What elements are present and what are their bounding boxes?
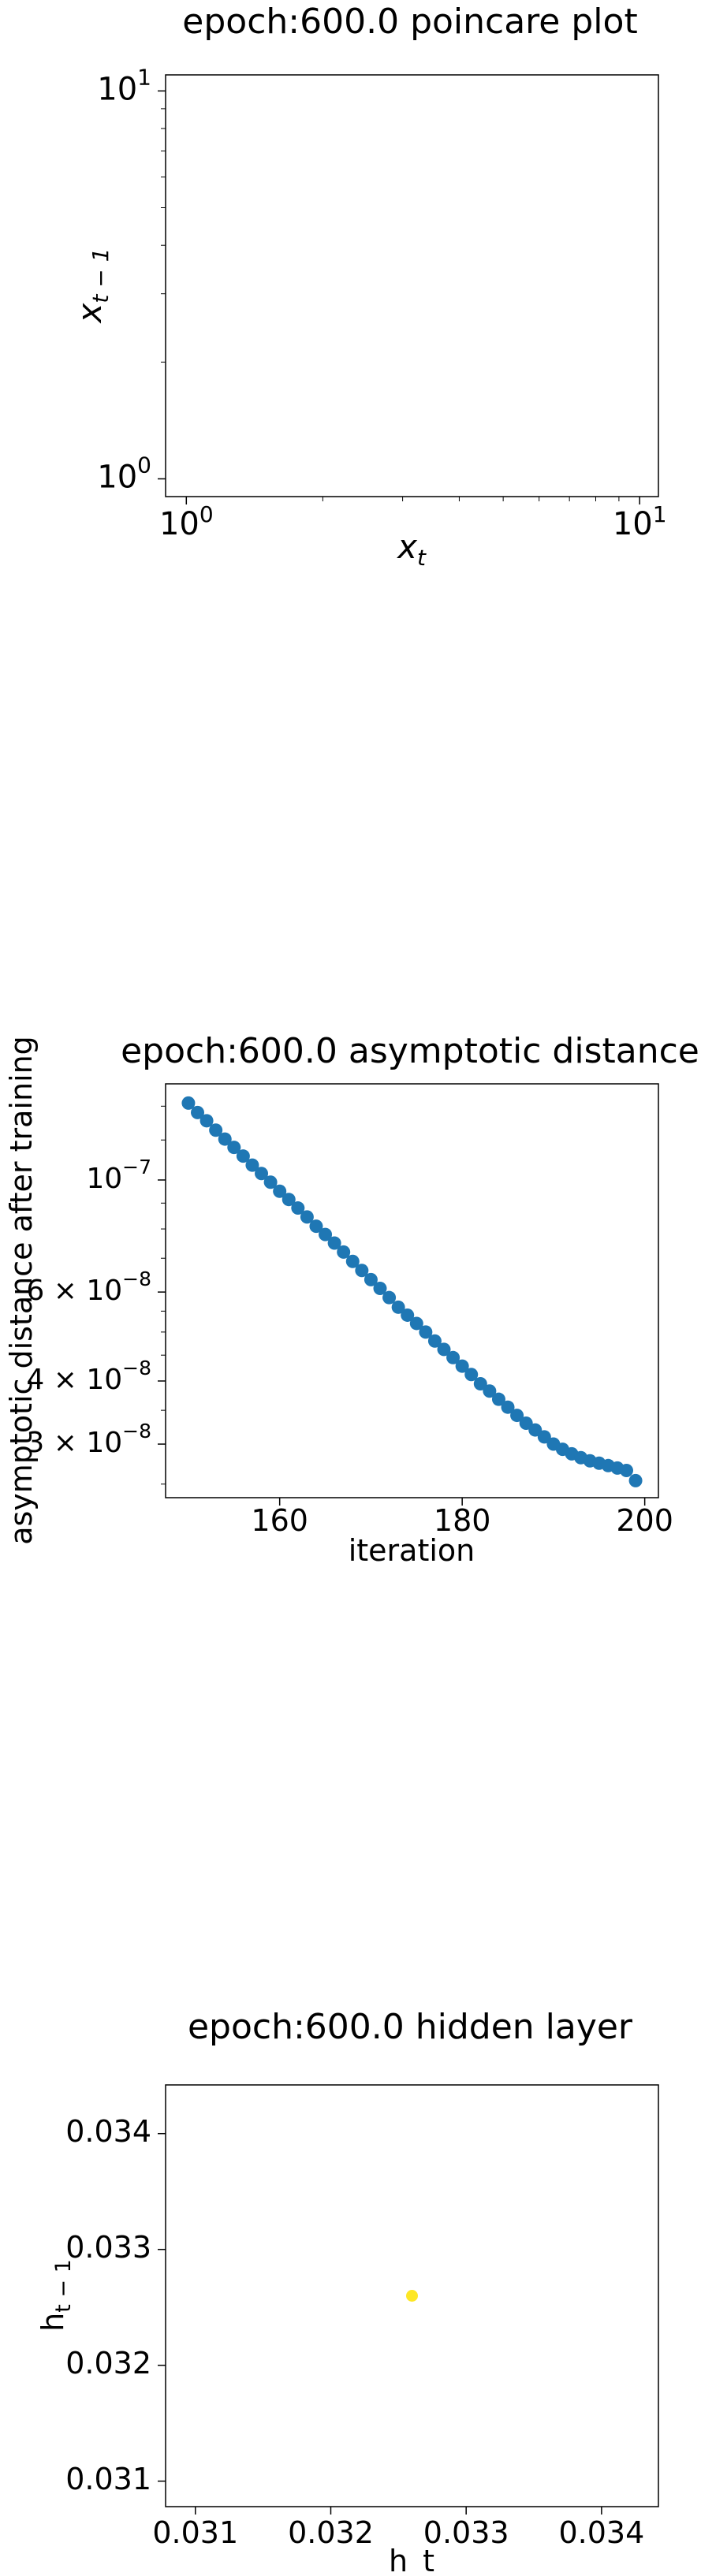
data-point (419, 1325, 433, 1339)
data-point (473, 1376, 487, 1390)
data-point (491, 1392, 505, 1406)
data-point (391, 1300, 405, 1314)
y-tick-label: 3 × 10−8 (26, 1420, 151, 1459)
chart-title: epoch:600.0 hidden layer (188, 2007, 633, 2047)
poincare-plot-panel: epoch:600.0 poincare plot 100 101 100 10… (0, 0, 701, 599)
data-point (373, 1282, 387, 1296)
y-tick-label: 101 (97, 64, 151, 107)
data-point (291, 1201, 305, 1215)
x-tick-label: 0.032 (288, 2515, 374, 2550)
data-point (337, 1245, 351, 1259)
data-point (619, 1464, 633, 1478)
data-points (406, 2290, 418, 2302)
plot-frame (165, 74, 659, 497)
data-point (199, 1114, 214, 1128)
data-point (401, 1308, 415, 1322)
x-axis-label: h_t (389, 2544, 434, 2576)
data-point (245, 1158, 259, 1172)
data-point (406, 2290, 418, 2302)
hidden-layer-chart: epoch:600.0 hidden layer 0.031 0.032 0.0… (35, 2007, 659, 2576)
y-tick-label: 0.033 (65, 2230, 151, 2265)
data-point (364, 1272, 378, 1286)
data-point (501, 1400, 515, 1414)
data-point (319, 1227, 333, 1241)
data-point (537, 1430, 551, 1444)
x-axis-label: xt (396, 527, 427, 571)
x-tick-label: 0.034 (558, 2515, 644, 2550)
x-tick-label: 180 (434, 1503, 491, 1538)
data-point (227, 1141, 241, 1155)
y-tick-label: 6 × 10−8 (26, 1268, 151, 1307)
y-tick-label: 0.032 (65, 2346, 151, 2381)
asymptotic-distance-panel: epoch:600.0 asymptotic distance 160 180 … (0, 1025, 701, 1592)
x-minor-ticks (322, 497, 620, 501)
data-point (309, 1219, 323, 1234)
y-tick-label: 10−7 (86, 1156, 151, 1195)
y-minor-ticks (161, 108, 166, 363)
data-point (455, 1359, 469, 1373)
x-tick-label: 200 (616, 1503, 673, 1538)
y-tick-label: 0.031 (65, 2462, 151, 2496)
data-point (255, 1167, 269, 1181)
data-point (300, 1210, 314, 1224)
data-point (446, 1350, 460, 1364)
data-point (355, 1264, 369, 1278)
chart-title: epoch:600.0 poincare plot (182, 2, 637, 42)
x-tick-label: 160 (251, 1503, 308, 1538)
plot-frame (165, 2084, 659, 2507)
x-axis-label: iteration (349, 1533, 475, 1568)
y-axis-label: asymptotic distance after training (4, 1036, 39, 1545)
data-point (437, 1342, 451, 1357)
data-point (181, 1096, 196, 1110)
data-point (510, 1409, 524, 1423)
data-point (528, 1423, 543, 1437)
y-axis-label: xt − 1 (70, 248, 114, 325)
chart-title: epoch:600.0 asymptotic distance (121, 1031, 699, 1071)
y-tick-label: 100 (97, 452, 151, 495)
data-points (181, 1096, 643, 1487)
y-tick-label: 0.034 (65, 2114, 151, 2149)
poincare-plot-chart: epoch:600.0 poincare plot 100 101 100 10… (70, 2, 667, 571)
data-point (191, 1105, 205, 1119)
data-point (382, 1290, 397, 1305)
y-axis-label: ht − 1 (35, 2259, 76, 2332)
x-tick-label: 0.031 (152, 2515, 238, 2550)
hidden-layer-panel: epoch:600.0 hidden layer 0.031 0.032 0.0… (0, 2002, 701, 2576)
x-tick-label: 101 (613, 501, 667, 542)
data-point (464, 1368, 479, 1382)
data-point (628, 1473, 643, 1487)
x-tick-label: 100 (159, 501, 214, 542)
data-point (209, 1123, 223, 1137)
data-point (263, 1175, 278, 1189)
y-minor-ticks (161, 1105, 166, 1485)
data-point (345, 1254, 360, 1268)
data-point (483, 1384, 497, 1398)
asymptotic-distance-chart: epoch:600.0 asymptotic distance 160 180 … (4, 1031, 699, 1568)
x-tick-label: 0.033 (423, 2515, 509, 2550)
data-point (427, 1334, 442, 1348)
plot-frame (165, 1083, 659, 1498)
data-point (273, 1184, 287, 1198)
data-point (236, 1149, 250, 1163)
data-point (327, 1236, 341, 1250)
data-point (282, 1193, 296, 1207)
data-point (409, 1316, 423, 1331)
y-tick-label: 4 × 10−8 (26, 1357, 151, 1396)
data-point (519, 1416, 533, 1431)
data-point (218, 1132, 232, 1146)
